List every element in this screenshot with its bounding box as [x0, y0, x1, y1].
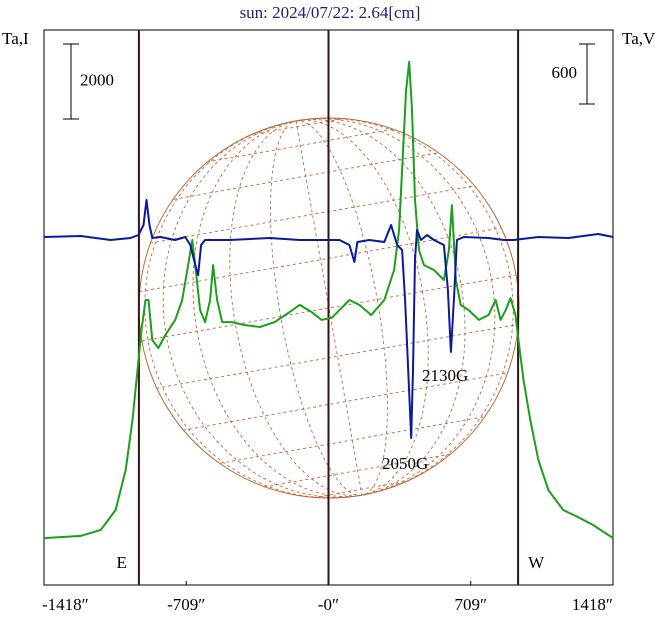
limb-label: E: [117, 553, 127, 572]
limb-label: W: [528, 553, 545, 572]
y-axis-label: Ta,I: [2, 29, 29, 48]
solar-disk: [138, 117, 520, 499]
x-tick-label: -1418″: [42, 595, 89, 614]
x-tick-label: 1418″: [572, 595, 613, 614]
x-tick-label: -0″: [318, 595, 339, 614]
series-line: [43, 60, 614, 540]
chart-title: sun: 2024/07/22: 2.64[cm]: [240, 3, 421, 22]
annotation: 2130G: [422, 366, 468, 385]
y2-axis-label: Ta,V: [622, 29, 656, 48]
x-tick-label: -709″: [167, 595, 205, 614]
parallels: [139, 117, 519, 499]
annotation: 2050G: [382, 454, 428, 473]
x-tick-label: 709″: [454, 595, 487, 614]
series-line: [43, 199, 614, 439]
scale-bar-label: 600: [552, 63, 578, 82]
scale-bar-label: 2000: [80, 70, 114, 89]
